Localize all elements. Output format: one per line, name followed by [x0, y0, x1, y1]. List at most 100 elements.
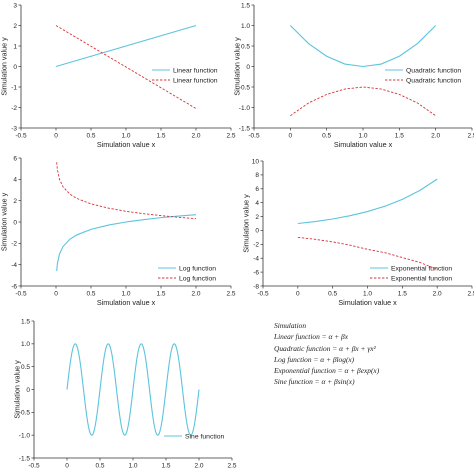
y-tick-label: 6 [13, 155, 17, 162]
y-tick-label: -2 [11, 241, 17, 248]
x-tick-label: 2.5 [227, 463, 236, 469]
series-line-dashed [56, 162, 197, 220]
x-tick-label: -0.5 [15, 291, 27, 298]
legend-label: Sine function [185, 433, 225, 440]
legend-label: Quadratic function [406, 77, 461, 84]
x-tick-label: 0 [65, 463, 69, 469]
x-tick-label: 1.0 [121, 133, 130, 140]
x-tick-label: 1.5 [156, 291, 165, 298]
x-tick-label: 2.5 [467, 133, 474, 140]
x-tick-label: -0.5 [257, 291, 269, 298]
formula-log: Log function = α + βlog(x) [274, 354, 355, 364]
x-axis-label: Simulation value x [97, 298, 156, 307]
formula-exponential: Exponential function = α + βexp(x) [274, 366, 380, 376]
x-tick-label: 0 [54, 133, 58, 140]
y-tick-label: -1.0 [19, 432, 31, 439]
x-tick-label: 2.0 [194, 463, 203, 469]
x-tick-label: 1.5 [395, 133, 404, 140]
x-tick-label: 0.5 [95, 463, 104, 469]
y-tick-label: -0.5 [239, 84, 251, 91]
x-tick-label: 0.5 [86, 291, 95, 298]
y-tick-label: -2 [11, 105, 17, 112]
x-tick-label: 1.5 [156, 133, 165, 140]
x-tick-label: 0.5 [86, 133, 95, 140]
x-axis-label: Simulation value x [338, 298, 397, 307]
y-tick-label: 0.5 [241, 43, 250, 50]
legend-label: Log function [179, 265, 216, 272]
x-tick-label: -0.5 [248, 133, 260, 140]
y-tick-label: 0 [13, 64, 17, 71]
x-tick-label: 1.5 [161, 463, 170, 469]
legend-label: Linear function [173, 67, 218, 74]
x-tick-label: 1.0 [121, 291, 130, 298]
y-axis-label: Simulation value y [233, 37, 242, 96]
x-tick-label: -0.5 [28, 463, 40, 469]
x-tick-label: 1.0 [358, 133, 367, 140]
y-tick-label: 0.5 [21, 364, 30, 371]
y-tick-label: -6 [253, 269, 259, 276]
y-tick-label: -8 [253, 283, 259, 290]
y-tick-label: -1.5 [19, 455, 31, 462]
panel-linear: -0.5 0 0.5 1.0 1.5 2.0 2.5 3 2 1 0 -1 -2 -3 Simulation… [0, 2, 236, 149]
y-tick-label: 1.0 [241, 23, 250, 30]
y-tick-label: 1.5 [241, 2, 250, 9]
y-tick-label: 1.5 [21, 318, 30, 325]
y-tick-label: 8 [255, 172, 259, 179]
y-tick-label: -3 [11, 125, 17, 132]
series-line-dashed [55, 25, 197, 109]
x-tick-label: 2.5 [226, 291, 235, 298]
y-tick-label: -4 [253, 256, 259, 263]
x-tick-label: 2.5 [467, 291, 474, 298]
y-tick-label: 6 [255, 186, 259, 193]
x-tick-label: 0.5 [322, 133, 331, 140]
y-tick-label: 3 [13, 2, 17, 9]
legend-label: Quadratic function [406, 67, 461, 74]
legend-label: Linear function [173, 77, 218, 84]
series-line-solid [289, 25, 437, 68]
formula-linear: Linear function = α + βx [274, 332, 348, 342]
y-tick-label: 2 [13, 23, 17, 30]
y-tick-label: 0 [26, 387, 30, 394]
y-tick-label: 2 [255, 214, 259, 221]
series-line-solid [297, 178, 438, 225]
panel-sine: -0.5 0 0.5 1.0 1.5 2.0 2.5 1.5 1.0 0.5 0 -0.5 -1.0 -1… [13, 318, 237, 469]
legend-label: Exponential function [391, 275, 452, 282]
x-tick-label: 0.5 [328, 291, 337, 298]
x-tick-label: 2.0 [431, 133, 440, 140]
series-line-solid [55, 24, 197, 68]
y-axis-label: Simulation value y [0, 37, 9, 96]
y-tick-label: 10 [252, 158, 260, 165]
x-tick-label: 2.5 [226, 133, 235, 140]
x-tick-label: 2.0 [433, 291, 442, 298]
y-axis-label: Simulation value y [0, 192, 9, 251]
x-tick-label: -0.5 [15, 133, 27, 140]
x-tick-label: 0 [296, 291, 300, 298]
y-tick-label: 4 [255, 200, 259, 207]
y-tick-label: 1.0 [21, 341, 30, 348]
x-tick-label: 1.5 [398, 291, 407, 298]
y-tick-label: 1 [13, 43, 17, 50]
legend-label: Log function [179, 275, 216, 282]
x-tick-label: 1.0 [363, 291, 372, 298]
y-tick-label: 0 [13, 219, 17, 226]
formula-legend: Simulation Linear function = α + βx Quad… [274, 320, 470, 388]
x-axis-label: Simulation value x [97, 140, 156, 149]
y-tick-label: 0 [246, 64, 250, 71]
series-line-dashed [290, 86, 436, 117]
formula-quadratic: Quadratic function = α + βx + γx² [274, 343, 376, 353]
x-tick-label: 2.0 [191, 133, 200, 140]
x-tick-label: 0 [289, 133, 293, 140]
series-line-solid [56, 214, 197, 272]
x-tick-label: 0 [54, 291, 58, 298]
y-tick-label: -0.5 [19, 410, 31, 417]
x-tick-label: 1.0 [128, 463, 137, 469]
panel-exponential: -0.5 0 0.5 1.0 1.5 2.0 2.5 10 8 6 4 2 0 -2 -4 -6 -8 Simul… [242, 158, 474, 307]
series-line-solid [66, 343, 200, 436]
panel-log: -0.5 0 0.5 1.0 1.5 2.0 2.5 6 4 2 0 -2 -4 -6 Simulation… [0, 155, 236, 307]
y-tick-label: -6 [11, 283, 17, 290]
formula-sine: Sine function = α + βsin(x) [274, 377, 355, 387]
formula-title: Simulation [274, 321, 307, 330]
y-axis-label: Simulation value y [13, 360, 22, 419]
y-tick-label: 0 [255, 228, 259, 235]
